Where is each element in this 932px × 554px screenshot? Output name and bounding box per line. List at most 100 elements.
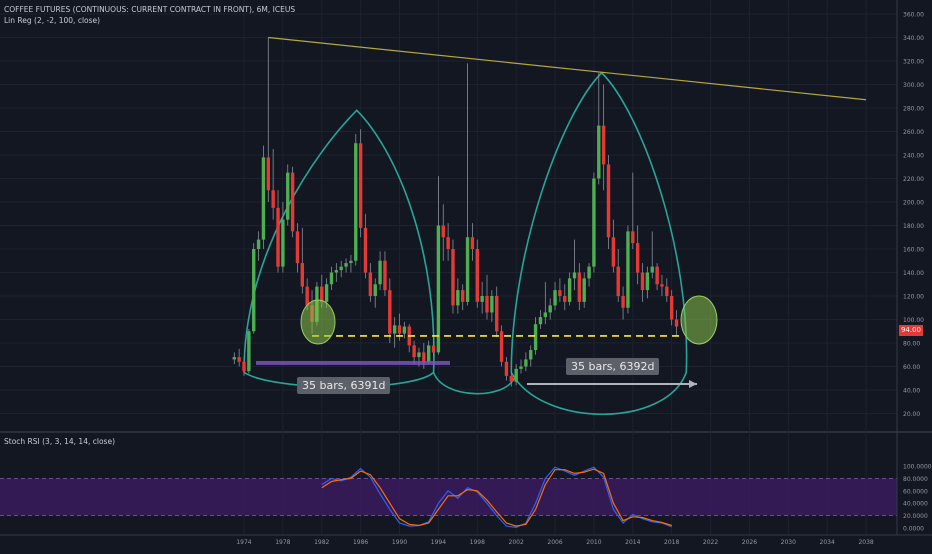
candle-up xyxy=(480,296,484,302)
candle-down xyxy=(271,190,275,208)
price-tick-label: 40.00 xyxy=(903,388,920,395)
candle-down xyxy=(631,231,635,244)
candle-down xyxy=(577,272,582,302)
candle-down xyxy=(635,243,640,273)
candle-down xyxy=(446,237,450,249)
candle-up xyxy=(548,305,552,313)
candle-down xyxy=(320,286,324,302)
candle-up xyxy=(592,178,596,267)
price-tick-label: 160.00 xyxy=(903,247,924,254)
candle-down xyxy=(495,296,499,332)
time-tick-label: 2034 xyxy=(820,539,835,546)
candle-up xyxy=(456,290,460,306)
cup-right-shape xyxy=(510,71,688,416)
time-tick-label: 2038 xyxy=(858,539,873,546)
candle-down xyxy=(295,231,300,264)
candle-up xyxy=(567,278,572,302)
candle-up xyxy=(436,225,441,353)
price-tick-label: 260.00 xyxy=(903,129,924,136)
time-tick-label: 1986 xyxy=(353,539,368,546)
time-tick-label: 2018 xyxy=(664,539,679,546)
candle-down xyxy=(441,225,445,238)
candle-up xyxy=(490,296,494,313)
stoch-label[interactable]: Stoch RSI (3, 3, 14, 14, close) xyxy=(4,437,115,446)
candle-down xyxy=(611,237,616,267)
time-tick-label: 2010 xyxy=(586,539,601,546)
candle-down xyxy=(431,345,436,353)
time-tick-label: 2030 xyxy=(781,539,796,546)
candle-up xyxy=(329,272,334,285)
candle-up xyxy=(324,284,329,302)
candle-up xyxy=(339,266,343,271)
candle-down xyxy=(601,125,606,165)
time-tick-label: 2026 xyxy=(742,539,757,546)
candle-up xyxy=(587,266,591,279)
price-tick-label: 220.00 xyxy=(903,176,924,183)
candle-up xyxy=(281,219,285,267)
candle-down xyxy=(475,249,479,302)
candle-down xyxy=(451,249,455,306)
price-tick-label: 240.00 xyxy=(903,153,924,160)
candle-up xyxy=(349,260,353,264)
stoch-tick-label: 80.0000 xyxy=(903,476,928,483)
candle-down xyxy=(665,286,669,296)
candle-down xyxy=(368,272,373,296)
candle-down xyxy=(422,352,426,362)
candle-up xyxy=(650,266,654,273)
candle-up xyxy=(538,317,543,325)
candle-down xyxy=(660,284,664,287)
time-tick-label: 2022 xyxy=(703,539,718,546)
candle-up xyxy=(533,324,538,351)
time-tick-label: 1982 xyxy=(314,539,329,546)
stoch-tick-label: 40.0000 xyxy=(903,501,928,508)
candle-down xyxy=(300,263,305,287)
candle-up xyxy=(514,368,518,382)
candle-down xyxy=(558,290,562,296)
left-bars-range-label: 35 bars, 6391d xyxy=(297,377,391,394)
candle-down xyxy=(383,260,387,291)
chart-title: COFFEE FUTURES (CONTINUOUS: CURRENT CONT… xyxy=(4,5,296,14)
candle-up xyxy=(392,325,397,334)
time-tick-label: 1994 xyxy=(431,539,446,546)
candle-up xyxy=(378,260,382,285)
stoch-k-line xyxy=(321,466,672,529)
indicator-label[interactable]: Lin Reg (2, -2, 100, close) xyxy=(4,16,101,25)
cup-middle-shape xyxy=(432,372,515,395)
candle-down xyxy=(290,172,295,232)
candle-down xyxy=(616,266,620,296)
price-tick-label: 360.00 xyxy=(903,12,924,19)
time-tick-label: 1978 xyxy=(275,539,290,546)
price-tick-label: 20.00 xyxy=(903,411,920,418)
time-tick-label: 1990 xyxy=(392,539,407,546)
stoch-tick-label: 60.0000 xyxy=(903,488,928,495)
price-tick-label: 320.00 xyxy=(903,59,924,66)
price-tick-label: 80.00 xyxy=(903,341,920,348)
stoch-tick-label: 100.0000 xyxy=(903,464,932,471)
candle-up xyxy=(572,272,577,279)
candle-down xyxy=(655,266,659,285)
stoch-d-line xyxy=(321,468,672,527)
candle-up xyxy=(261,157,266,240)
resistance-trendline xyxy=(268,36,867,101)
candle-up xyxy=(354,143,358,261)
price-tick-label: 180.00 xyxy=(903,223,924,230)
highlight-ellipse-right xyxy=(680,295,718,345)
candle-down xyxy=(563,296,567,302)
candle-up xyxy=(582,278,586,302)
right-bars-arrowhead xyxy=(689,380,697,388)
right-bars-range-label: 35 bars, 6392d xyxy=(566,358,660,375)
candle-up xyxy=(543,312,548,318)
candle-up xyxy=(247,331,251,372)
candle-down xyxy=(276,207,280,267)
candle-up xyxy=(645,272,650,291)
candle-down xyxy=(266,157,270,191)
candle-up xyxy=(232,357,236,360)
candle-down xyxy=(621,296,625,308)
price-tick-label: 140.00 xyxy=(903,270,924,277)
time-tick-label: 2014 xyxy=(625,539,640,546)
price-tick-label: 340.00 xyxy=(903,35,924,42)
candle-down xyxy=(470,237,475,249)
price-tick-label: 280.00 xyxy=(903,106,924,113)
highlight-ellipse-left xyxy=(300,299,336,345)
